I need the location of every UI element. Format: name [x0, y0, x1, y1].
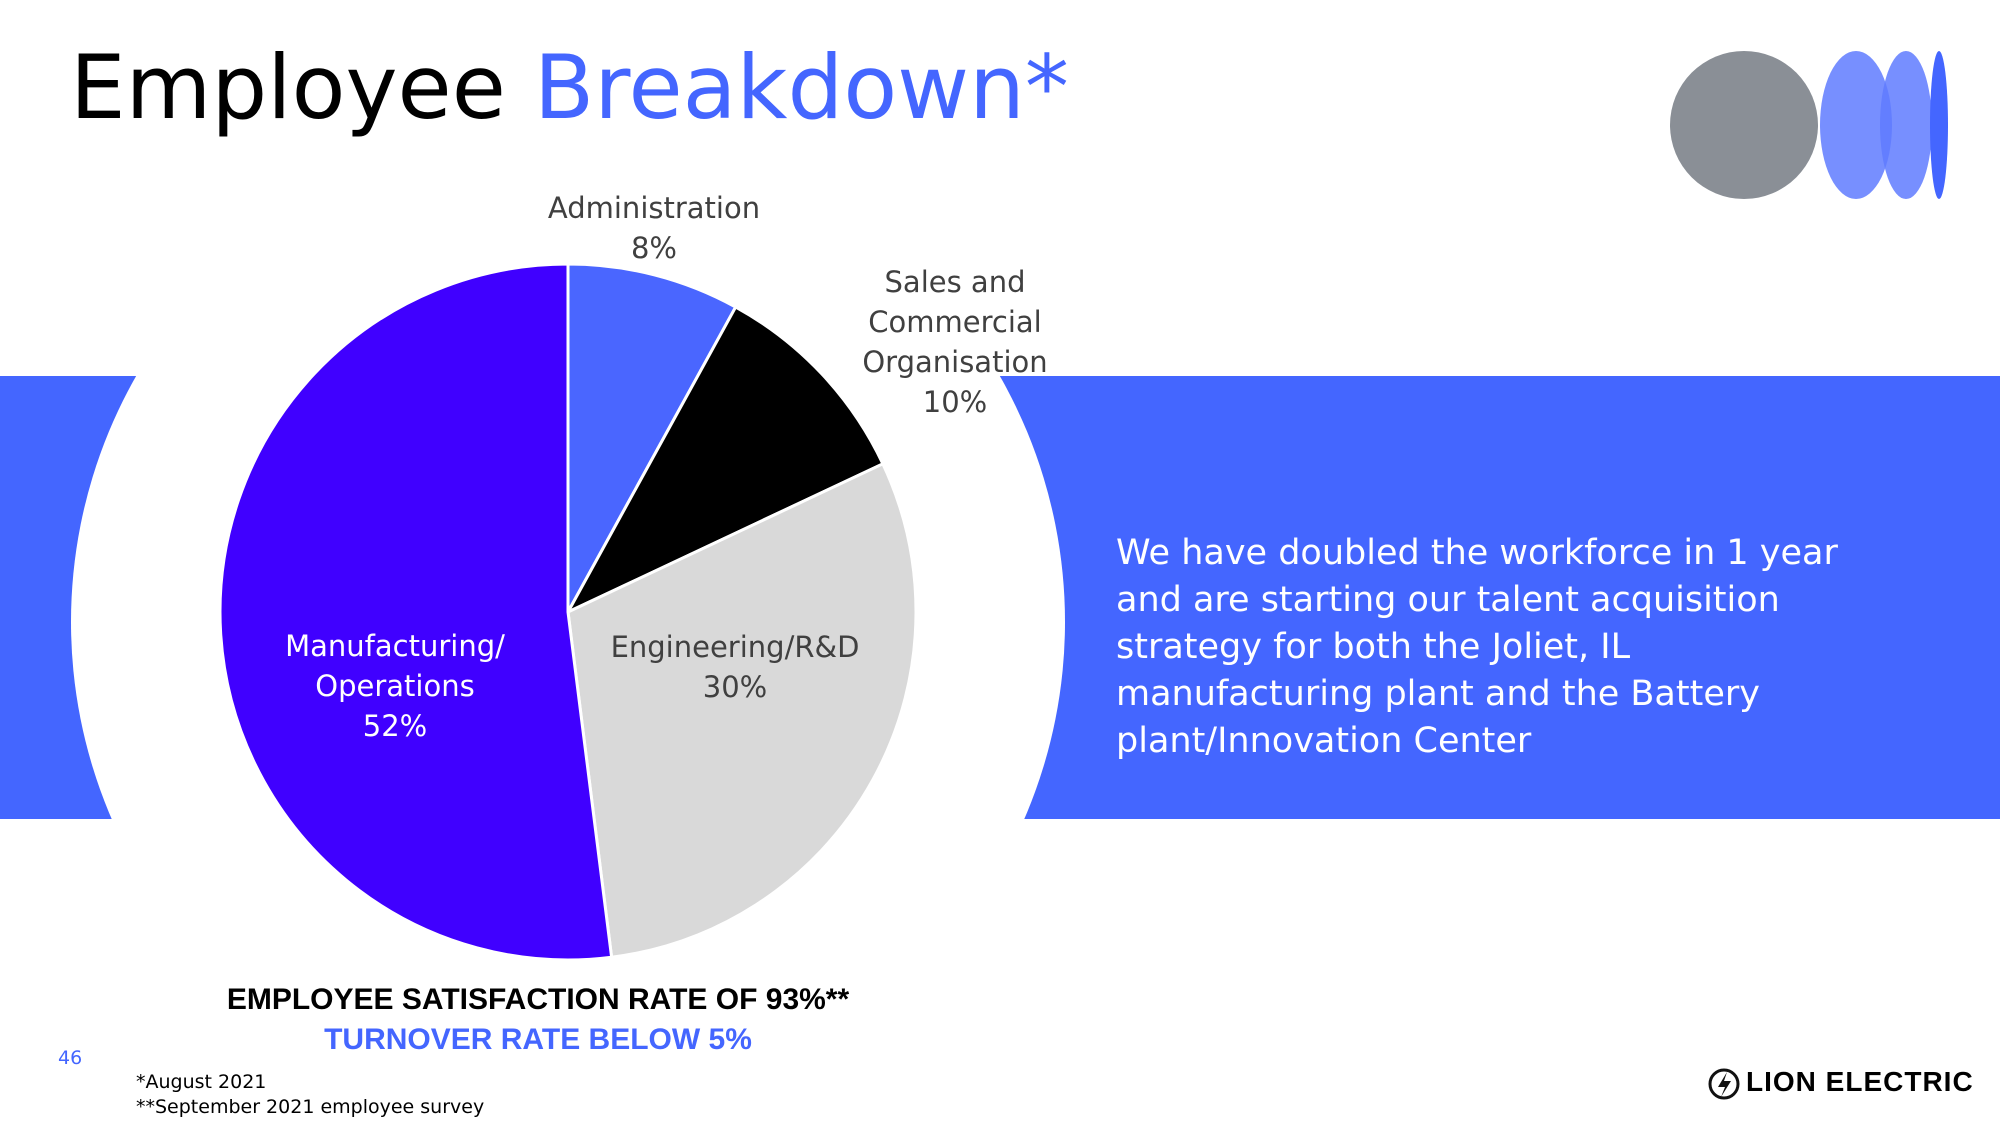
logo-icon	[1708, 1068, 1740, 1100]
title-part: Breakdown*	[533, 36, 1069, 139]
decor	[1930, 51, 1948, 199]
category-label: Manufacturing/ Operations	[285, 629, 505, 703]
value-label: 10%	[922, 385, 988, 419]
logo: LION ELECTRIC	[1746, 1066, 1974, 1097]
logo-bolt	[1718, 1072, 1731, 1097]
slice-label: Sales and Commercial Organisation 10%	[805, 262, 1105, 422]
value-label: 52%	[362, 709, 428, 743]
value-label: 30%	[702, 670, 768, 704]
title: Employee Breakdown*	[70, 38, 1069, 138]
slice-label: Administration 8%	[494, 188, 814, 268]
stat: TURNOVER RATE BELOW 5%	[324, 1023, 752, 1056]
pie-slice	[218, 262, 614, 962]
page-number: 46	[58, 1047, 83, 1069]
body-text: We have doubled the workforce in 1 year …	[1116, 533, 1838, 761]
title-part: Employee	[70, 36, 506, 139]
photo	[1670, 51, 1818, 199]
decor	[1880, 51, 1932, 199]
footnote: **September 2021 employee survey	[136, 1096, 485, 1118]
category-label: Sales and Commercial Organisation	[862, 265, 1048, 379]
slice-label: Engineering/R&D 30%	[575, 627, 895, 707]
stat: EMPLOYEE SATISFACTION RATE OF 93%**	[226, 983, 850, 1016]
category-label: Engineering/R&D	[610, 630, 860, 664]
slice-label: Manufacturing/ Operations 52%	[285, 626, 505, 746]
category-label: Administration	[547, 191, 761, 225]
pie-slice	[566, 262, 738, 613]
footnote: *August 2021	[136, 1071, 267, 1093]
pie-slice	[566, 461, 918, 959]
value-label: 8%	[630, 231, 677, 265]
pie-slice	[564, 305, 885, 616]
decor	[1820, 51, 1892, 199]
